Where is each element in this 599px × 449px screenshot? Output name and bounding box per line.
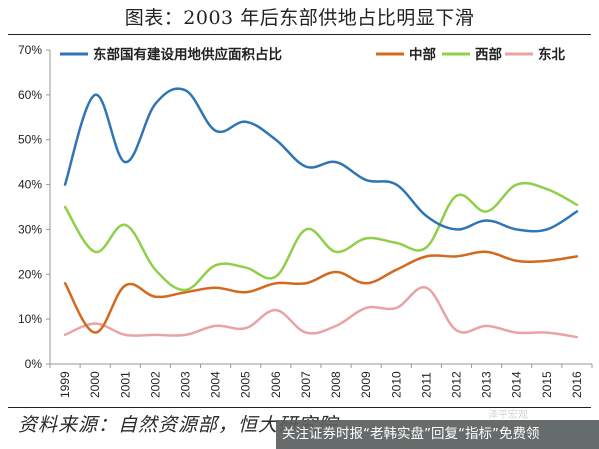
- x-tick-label: 2001: [118, 371, 132, 398]
- series-line-northeast: [63, 286, 579, 339]
- x-tick-label: 2007: [299, 371, 313, 398]
- chart-axes: 0% 10% 20% 30% 40% 50% 60% 70% 1999 2000 2001 2002 2…: [18, 43, 593, 398]
- y-tick-label: 70%: [18, 43, 42, 57]
- legend-label-central: 中部: [409, 46, 436, 63]
- legend-label-east: 东部国有建设用地供应面积占比: [93, 46, 282, 63]
- series-line-east: [63, 87, 579, 233]
- chart-series-lines: [63, 87, 579, 339]
- legend-label-northeast: 东北: [538, 46, 566, 63]
- watermark-text: 泽平宏观: [488, 410, 528, 421]
- y-tick-label: 50%: [18, 133, 42, 147]
- y-tick-label: 60%: [18, 88, 42, 102]
- x-tick-label: 2006: [269, 371, 283, 398]
- chart-title: 图表：2003 年后东部供地占比明显下滑: [124, 7, 475, 29]
- x-tick-label: 2008: [329, 371, 343, 398]
- series-line-west: [63, 181, 579, 292]
- source-rule: [8, 407, 591, 408]
- legend-label-west: 西部: [475, 46, 502, 63]
- chart-legend: 东部国有建设用地供应面积占比 中部 西部 东北: [60, 46, 566, 63]
- x-tick-label: 2005: [239, 371, 253, 398]
- x-tick-label: 2002: [148, 371, 162, 398]
- y-tick-label: 10%: [18, 312, 42, 326]
- series-line-central: [63, 250, 579, 334]
- x-tick-label: 2013: [480, 371, 494, 398]
- x-tick-label: 2010: [389, 371, 403, 398]
- source-note: 资料来源：自然资源部，恒大研究院: [18, 414, 339, 436]
- title-rule: [8, 34, 591, 35]
- x-tick-label: 2004: [209, 371, 223, 398]
- x-tick-label: 1999: [58, 371, 72, 398]
- x-tick-label: 2012: [450, 371, 464, 398]
- y-tick-label: 0%: [25, 357, 43, 371]
- x-tick-label: 2000: [88, 371, 102, 398]
- x-tick-label: 2009: [359, 371, 373, 398]
- x-tick-label: 2011: [419, 372, 433, 398]
- x-tick-label: 2014: [510, 371, 524, 398]
- x-tick-label: 2003: [179, 371, 193, 398]
- y-tick-label: 40%: [18, 178, 42, 192]
- y-tick-label: 20%: [18, 267, 42, 281]
- x-tick-label: 2016: [570, 371, 584, 398]
- promo-banner[interactable]: 关注证券时报“老韩实盘”回复“指标”免费领: [276, 420, 599, 449]
- promo-banner-text[interactable]: 关注证券时报“老韩实盘”回复“指标”免费领: [282, 426, 540, 442]
- y-tick-label: 30%: [18, 222, 42, 236]
- x-tick-label: 2015: [540, 371, 554, 398]
